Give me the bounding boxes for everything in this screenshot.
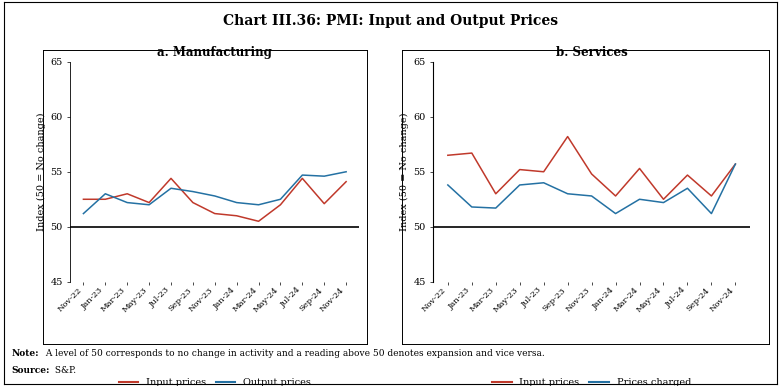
Text: Source:: Source: — [12, 366, 50, 375]
Y-axis label: Index (50 = No change): Index (50 = No change) — [400, 113, 409, 231]
Legend: Input prices, Prices charged: Input prices, Prices charged — [488, 374, 695, 386]
Legend: Input prices, Output prices: Input prices, Output prices — [115, 374, 315, 386]
Y-axis label: Index (50 = No change): Index (50 = No change) — [37, 113, 46, 231]
Title: b. Services: b. Services — [556, 46, 627, 59]
Text: A level of 50 corresponds to no change in activity and a reading above 50 denote: A level of 50 corresponds to no change i… — [43, 349, 544, 358]
Text: S&P.: S&P. — [52, 366, 77, 375]
Text: Chart III.36: PMI: Input and Output Prices: Chart III.36: PMI: Input and Output Pric… — [223, 14, 558, 27]
Title: a. Manufacturing: a. Manufacturing — [157, 46, 273, 59]
Text: Note:: Note: — [12, 349, 39, 358]
